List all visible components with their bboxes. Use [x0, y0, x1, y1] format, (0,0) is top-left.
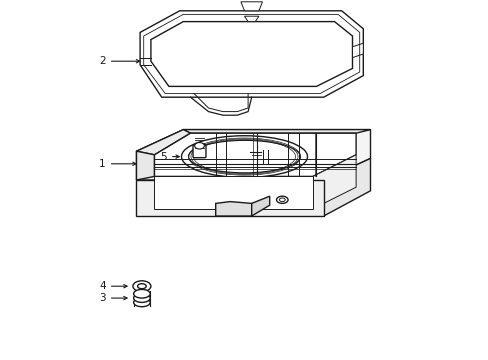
Polygon shape [136, 130, 370, 180]
Ellipse shape [276, 196, 287, 203]
Polygon shape [352, 43, 363, 58]
Ellipse shape [133, 294, 150, 302]
Ellipse shape [279, 198, 285, 202]
Polygon shape [136, 180, 323, 216]
Text: 4: 4 [99, 281, 127, 291]
Ellipse shape [194, 143, 204, 149]
Polygon shape [241, 2, 262, 11]
Polygon shape [136, 151, 154, 180]
Polygon shape [183, 130, 370, 133]
Polygon shape [215, 202, 251, 216]
Polygon shape [251, 196, 269, 216]
Polygon shape [151, 22, 352, 86]
Polygon shape [154, 133, 355, 176]
Polygon shape [323, 158, 370, 216]
FancyBboxPatch shape [193, 145, 205, 158]
Ellipse shape [133, 289, 150, 298]
Text: 5: 5 [160, 152, 179, 162]
Polygon shape [244, 16, 258, 22]
Ellipse shape [181, 136, 307, 177]
Ellipse shape [133, 298, 150, 307]
Ellipse shape [137, 284, 146, 289]
Ellipse shape [181, 153, 307, 178]
Text: 2: 2 [99, 56, 140, 66]
Polygon shape [312, 155, 355, 209]
Text: 1: 1 [99, 159, 136, 169]
Text: 3: 3 [99, 293, 127, 303]
Ellipse shape [188, 140, 300, 173]
Polygon shape [136, 130, 190, 155]
Polygon shape [140, 11, 363, 97]
Polygon shape [154, 176, 312, 209]
Ellipse shape [133, 281, 151, 292]
